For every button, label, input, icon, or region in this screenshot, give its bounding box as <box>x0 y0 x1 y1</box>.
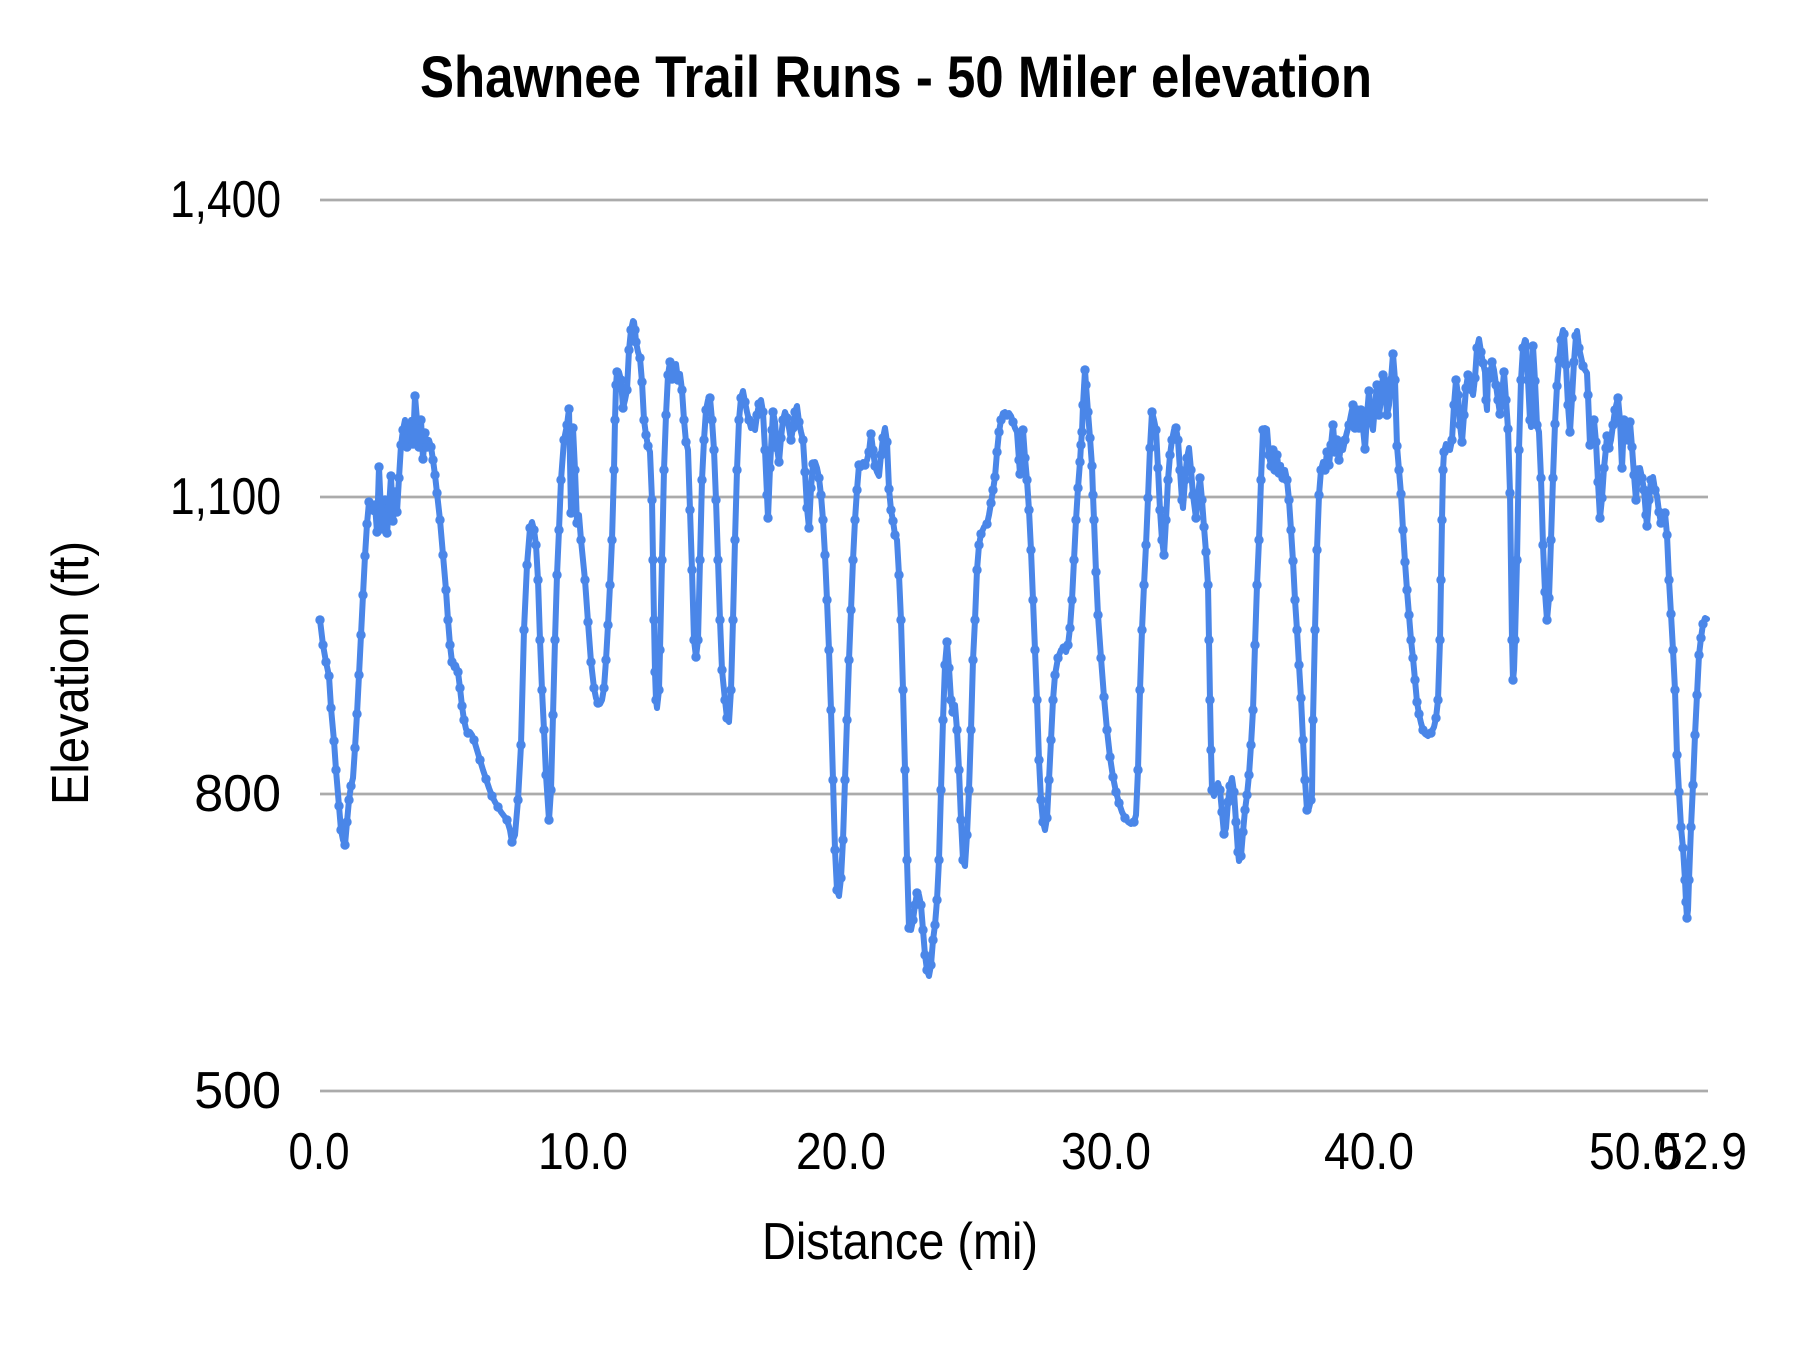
svg-text:Elevation (ft): Elevation (ft) <box>42 541 100 805</box>
svg-text:40.0: 40.0 <box>1324 1123 1414 1181</box>
svg-text:10.0: 10.0 <box>538 1123 628 1181</box>
svg-text:500: 500 <box>194 1062 281 1120</box>
svg-text:0.0: 0.0 <box>289 1123 350 1181</box>
svg-text:30.0: 30.0 <box>1061 1123 1151 1181</box>
svg-text:1,100: 1,100 <box>170 468 281 526</box>
svg-text:52.9: 52.9 <box>1657 1123 1747 1181</box>
svg-text:20.0: 20.0 <box>796 1123 886 1181</box>
svg-text:Distance (mi): Distance (mi) <box>762 1213 1038 1271</box>
svg-text:Shawnee Trail Runs - 50 Miler: Shawnee Trail Runs - 50 Miler elevation <box>420 45 1372 110</box>
svg-text:50.0: 50.0 <box>1589 1123 1679 1181</box>
svg-text:1,400: 1,400 <box>170 171 281 229</box>
svg-text:800: 800 <box>194 765 281 823</box>
